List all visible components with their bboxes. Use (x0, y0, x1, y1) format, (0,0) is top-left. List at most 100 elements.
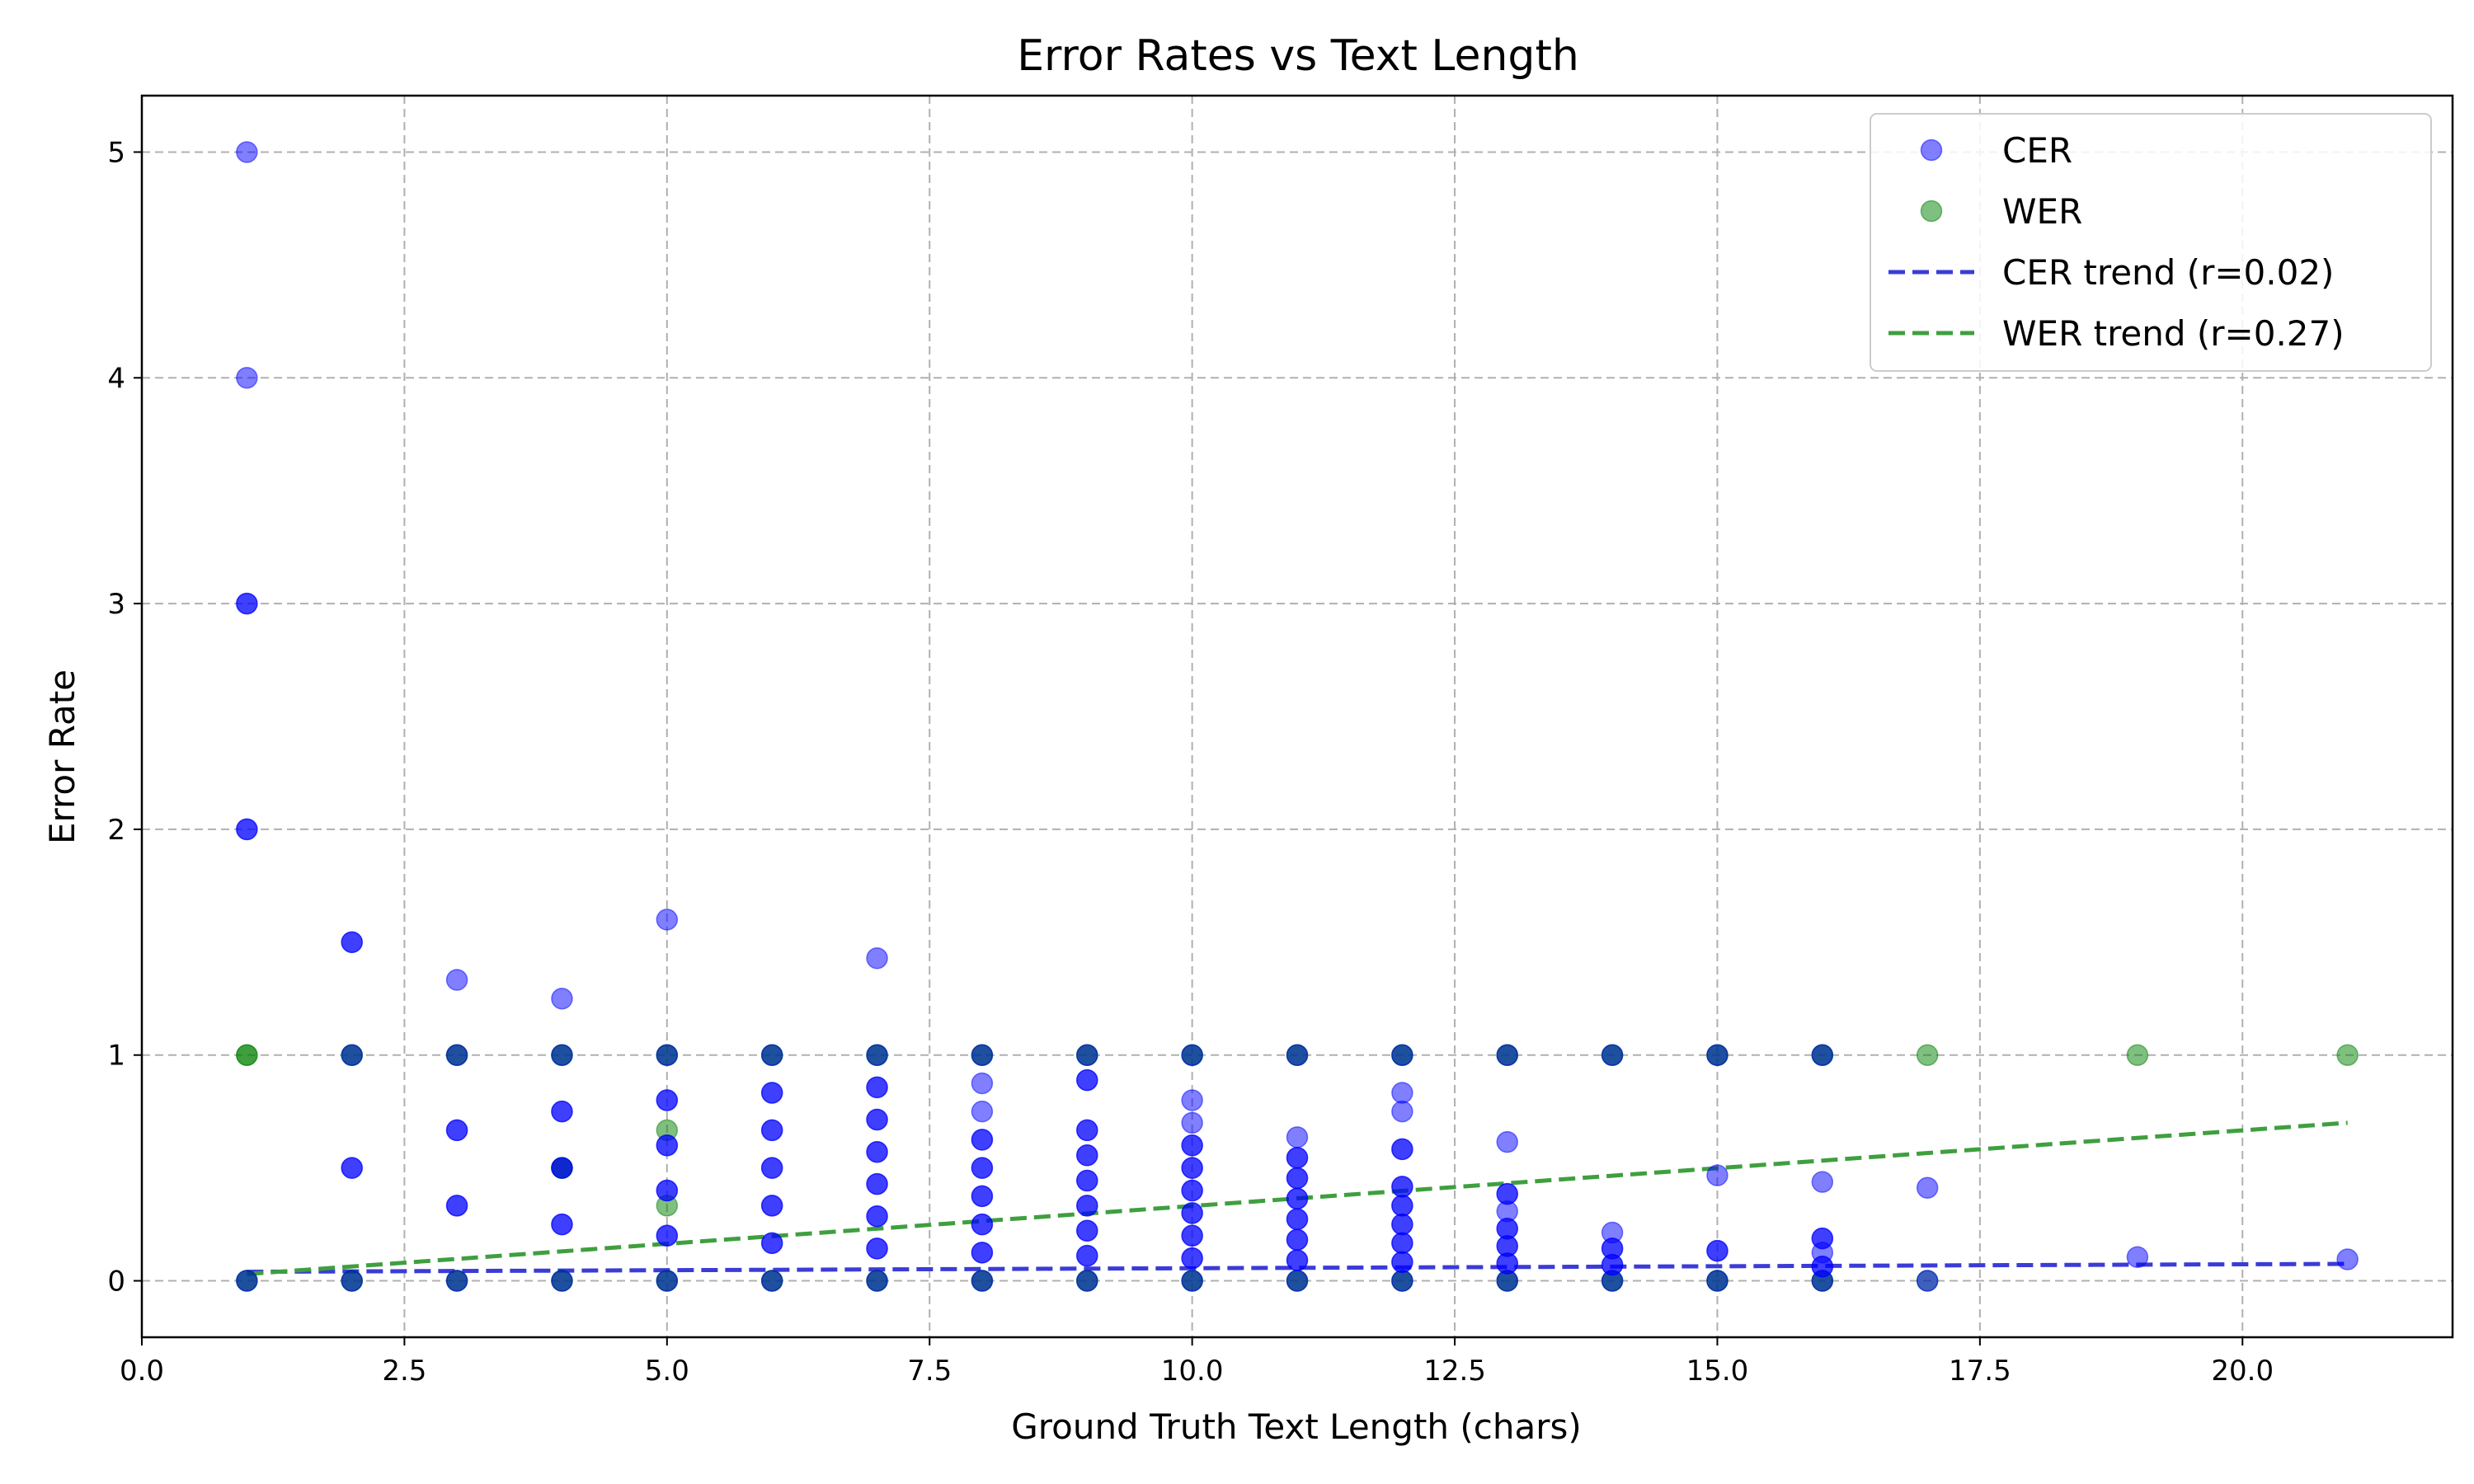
cer-point (1496, 1044, 1518, 1066)
cer-point (1916, 1270, 1939, 1292)
legend-label-cer: CER (2002, 130, 2072, 171)
cer-point (760, 1044, 783, 1066)
cer-point (1076, 1144, 1098, 1167)
y-tick-label: 1 (107, 1040, 125, 1073)
cer-point (1496, 1130, 1518, 1153)
cer-point (341, 1270, 363, 1292)
cer-point (1811, 1171, 1834, 1193)
cer-point (1601, 1270, 1624, 1292)
x-tick-label: 2.5 (382, 1355, 426, 1388)
cer-point (1916, 1176, 1939, 1199)
cer-point (1391, 1044, 1413, 1066)
cer-point (1706, 1164, 1729, 1186)
cer-point (551, 1213, 573, 1236)
cer-point (971, 1213, 994, 1236)
cer-point (1391, 1213, 1413, 1236)
cer-point (656, 1089, 679, 1111)
cer-point (1286, 1228, 1309, 1251)
cer-point (866, 1205, 888, 1228)
cer-point (1076, 1195, 1098, 1217)
cer-point (1286, 1187, 1309, 1210)
x-tick-label: 10.0 (1161, 1355, 1224, 1388)
cer-point (1076, 1244, 1098, 1267)
cer-point (760, 1270, 783, 1292)
cer-point (1286, 1167, 1309, 1190)
cer-point (866, 1076, 888, 1099)
cer-points (236, 141, 2359, 1292)
cer-point (1706, 1239, 1729, 1262)
cer-point (551, 988, 573, 1010)
cer-point (341, 1044, 363, 1066)
y-tick-label: 3 (107, 588, 125, 621)
y-axis-label: Error Rate (42, 669, 82, 844)
cer-point (1391, 1270, 1413, 1292)
cer-point (1181, 1179, 1203, 1202)
cer-point (1286, 1147, 1309, 1169)
cer-point (341, 931, 363, 954)
cer-point (1181, 1134, 1203, 1157)
cer-point (866, 1237, 888, 1260)
cer-point (866, 1044, 888, 1066)
cer-point (656, 1134, 679, 1157)
cer-point (760, 1082, 783, 1104)
cer-point (1391, 1232, 1413, 1255)
cer-point (656, 1270, 679, 1292)
cer-point (866, 1172, 888, 1195)
cer-point (760, 1195, 783, 1217)
cer-point (760, 1157, 783, 1179)
cer-point (971, 1242, 994, 1264)
cer-point (866, 1140, 888, 1163)
legend: CER WER CER trend (r=0.02) WER trend (r=0.2… (1870, 113, 2432, 372)
cer-point (1706, 1270, 1729, 1292)
legend-marker-wer (1920, 200, 1943, 223)
cer-point (656, 909, 679, 931)
wer-point (2126, 1044, 2149, 1066)
cer-point (551, 1044, 573, 1066)
cer-point (1601, 1044, 1624, 1066)
cer-point (1391, 1251, 1413, 1274)
cer-point (1181, 1202, 1203, 1224)
cer-point (236, 367, 258, 389)
cer-point (971, 1157, 994, 1179)
cer-point (341, 1157, 363, 1179)
cer-point (1811, 1044, 1834, 1066)
cer-point (1286, 1208, 1309, 1231)
x-tick-label: 17.5 (1949, 1355, 2011, 1388)
cer-point (1181, 1247, 1203, 1270)
cer-point (1391, 1082, 1413, 1104)
legend-box (1870, 113, 2432, 372)
cer-point (1706, 1044, 1729, 1066)
cer-point (760, 1119, 783, 1142)
cer-point (236, 141, 258, 163)
cer-point (1391, 1138, 1413, 1161)
y-tick-label: 0 (107, 1266, 125, 1298)
cer-point (1391, 1195, 1413, 1217)
cer-point (971, 1100, 994, 1123)
cer-point (1076, 1068, 1098, 1092)
x-tick-label: 12.5 (1423, 1355, 1486, 1388)
cer-point (1391, 1100, 1413, 1123)
x-tick-label: 7.5 (907, 1355, 952, 1388)
cer-point (445, 1119, 468, 1142)
x-tick-label: 5.0 (645, 1355, 689, 1388)
cer-point (445, 1044, 468, 1066)
cer-point (1076, 1169, 1098, 1192)
cer-point (656, 1224, 679, 1247)
cer-point (1181, 1111, 1203, 1134)
cer-point (1181, 1089, 1203, 1111)
wer-point (1916, 1044, 1939, 1066)
cer-point (971, 1072, 994, 1095)
cer-point (1181, 1224, 1203, 1247)
y-tick-label: 5 (107, 136, 125, 169)
cer-point (445, 969, 468, 991)
cer-point (236, 592, 258, 615)
legend-label-cer-trend: CER trend (r=0.02) (2002, 252, 2334, 293)
x-tick-label: 20.0 (2211, 1355, 2274, 1388)
chart-title: Error Rates vs Text Length (1017, 31, 1579, 81)
cer-point (1181, 1044, 1203, 1066)
cer-point (1286, 1044, 1309, 1066)
cer-point (1286, 1270, 1309, 1292)
cer-point (971, 1185, 994, 1208)
x-tick-label: 0.0 (120, 1355, 164, 1388)
